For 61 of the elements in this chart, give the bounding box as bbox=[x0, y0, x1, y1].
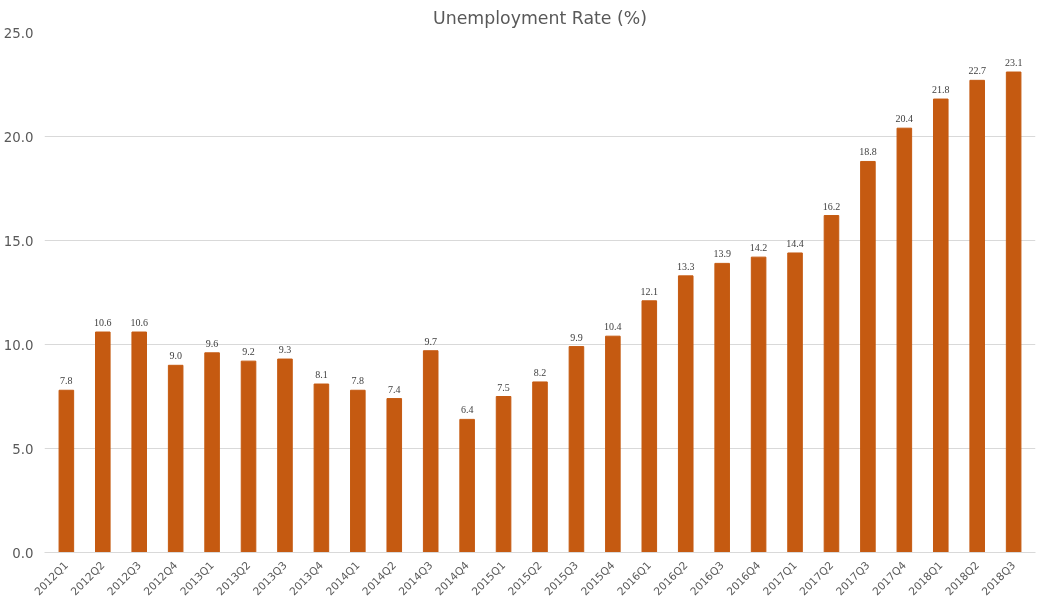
bar bbox=[568, 346, 585, 553]
data-label: 10.4 bbox=[604, 321, 622, 333]
data-label: 9.2 bbox=[242, 346, 255, 358]
data-label: 8.1 bbox=[315, 369, 328, 381]
bar bbox=[386, 398, 403, 553]
bar bbox=[95, 331, 111, 553]
data-label: 9.7 bbox=[424, 335, 437, 347]
data-label: 7.8 bbox=[351, 375, 365, 387]
data-label: 22.7 bbox=[968, 65, 986, 77]
bar bbox=[204, 352, 220, 553]
bar bbox=[277, 358, 293, 553]
y-tick-label: 0.0 bbox=[12, 545, 34, 561]
data-label: 9.9 bbox=[570, 331, 583, 343]
bar bbox=[896, 127, 913, 553]
data-label: 21.8 bbox=[932, 84, 950, 96]
data-label: 14.4 bbox=[786, 237, 804, 249]
data-label: 10.6 bbox=[94, 317, 112, 329]
data-label: 6.4 bbox=[460, 404, 474, 416]
data-label: 7.5 bbox=[497, 381, 510, 393]
data-label: 8.2 bbox=[533, 366, 547, 378]
bar bbox=[313, 383, 330, 553]
data-label: 12.1 bbox=[640, 285, 659, 297]
y-tick-label: 20.0 bbox=[3, 129, 34, 145]
y-tick-label: 15.0 bbox=[3, 233, 34, 249]
data-label: 23.1 bbox=[1004, 57, 1023, 69]
data-label: 9.3 bbox=[278, 344, 292, 356]
data-label: 10.6 bbox=[130, 317, 148, 329]
chart-title: Unemployment Rate (%) bbox=[433, 7, 647, 28]
data-label: 18.8 bbox=[859, 146, 877, 158]
data-label: 20.4 bbox=[895, 113, 914, 125]
data-label: 9.0 bbox=[169, 350, 182, 362]
bar bbox=[823, 215, 840, 553]
bar bbox=[459, 418, 475, 553]
bar bbox=[969, 79, 985, 553]
data-label: 13.9 bbox=[713, 248, 731, 260]
bar bbox=[641, 300, 658, 553]
bar bbox=[787, 252, 803, 553]
bar bbox=[495, 396, 512, 553]
bar bbox=[240, 360, 257, 553]
data-label: 9.6 bbox=[205, 337, 219, 349]
data-label: 7.4 bbox=[388, 383, 401, 395]
data-label: 14.2 bbox=[749, 242, 768, 254]
bar bbox=[750, 256, 767, 553]
bar bbox=[860, 160, 876, 553]
bar bbox=[131, 331, 148, 553]
bar bbox=[932, 98, 949, 553]
bar bbox=[167, 364, 184, 553]
bar bbox=[350, 389, 366, 553]
bar bbox=[58, 389, 75, 553]
data-label: 7.8 bbox=[60, 375, 73, 387]
data-label: 13.3 bbox=[676, 260, 695, 272]
bar bbox=[714, 262, 730, 553]
y-tick-label: 10.0 bbox=[3, 337, 34, 353]
bar bbox=[1005, 71, 1022, 553]
y-tick-label: 25.0 bbox=[3, 25, 34, 41]
bar bbox=[605, 335, 621, 553]
bar bbox=[532, 381, 548, 553]
bar bbox=[677, 275, 694, 553]
bar bbox=[422, 350, 439, 553]
y-tick-label: 5.0 bbox=[12, 441, 34, 457]
data-label: 16.2 bbox=[822, 200, 841, 212]
